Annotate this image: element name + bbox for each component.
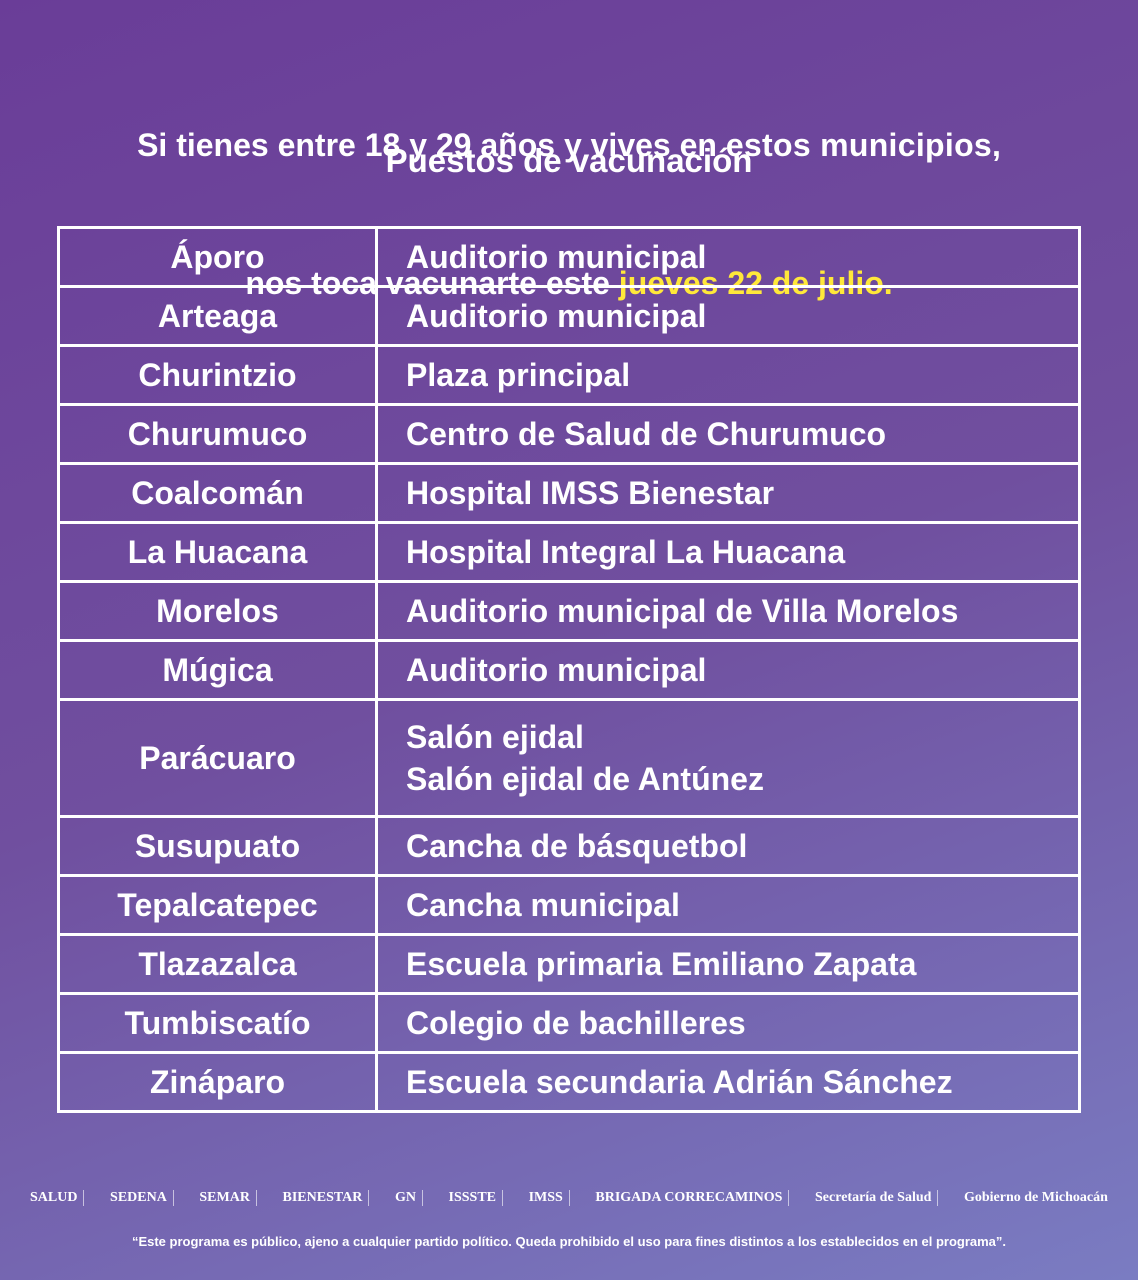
puestos: Escuela primaria Emiliano Zapata <box>375 933 1081 995</box>
puesto: Auditorio municipal de Villa Morelos <box>406 593 959 629</box>
municipio: Susupuato <box>57 815 378 877</box>
table-body: Áporo Auditorio municipal Arteaga Auditorio… <box>57 226 1081 1113</box>
logo: Gobierno de Michoacán <box>963 1190 1108 1205</box>
municipio: Áporo <box>57 226 378 288</box>
puesto: Salón ejidal de Antúnez <box>406 761 764 797</box>
municipio: Churumuco <box>57 403 378 465</box>
table-row: Múgica Auditorio municipal <box>57 639 1081 701</box>
puesto: Escuela secundaria Adrián Sánchez <box>406 1064 953 1100</box>
municipio: La Huacana <box>57 521 378 583</box>
emphasis: estos municipios <box>725 127 993 163</box>
table-row: Morelos Auditorio municipal de Villa More… <box>57 580 1081 642</box>
table-row: La Huacana Hospital Integral La Huacana <box>57 521 1081 583</box>
table-row: Arteaga Auditorio municipal <box>57 285 1081 347</box>
logo: IMSS <box>523 1190 570 1206</box>
table-row: Áporo Auditorio municipal <box>57 226 1081 288</box>
puesto: Hospital IMSS Bienestar <box>406 475 775 511</box>
logo: SALUD <box>24 1190 85 1206</box>
puestos: Auditorio municipal <box>375 285 1081 347</box>
logo: BIENESTAR <box>277 1190 370 1206</box>
municipio: Coalcomán <box>57 462 378 524</box>
puesto: Auditorio municipal <box>406 239 707 275</box>
puestos: Auditorio municipal <box>375 639 1081 701</box>
table-row: Susupuato Cancha de básquetbol <box>57 815 1081 877</box>
puestos: Colegio de bachilleres <box>375 992 1081 1054</box>
puesto: Cancha municipal <box>406 887 680 923</box>
puesto: Cancha de básquetbol <box>406 828 748 864</box>
text: Si tienes entre 18 y 29 años y vives en <box>137 127 726 163</box>
puesto: Auditorio municipal <box>406 298 707 334</box>
table-row: Zináparo Escuela secundaria Adrián Sánche… <box>57 1051 1081 1113</box>
municipio: Zináparo <box>57 1051 378 1113</box>
municipio: Tumbiscatío <box>57 992 378 1054</box>
puesto: Auditorio municipal <box>406 652 707 688</box>
logo: SEDENA <box>104 1190 174 1206</box>
disclaimer: “Este programa es público, ajeno a cualq… <box>131 1234 1007 1249</box>
logo: GN <box>389 1190 423 1206</box>
puestos: Plaza principal <box>375 344 1081 406</box>
logo: SEMAR <box>193 1190 257 1206</box>
puesto: Plaza principal <box>406 357 631 393</box>
municipio: Tepalcatepec <box>57 874 378 936</box>
puestos: Auditorio municipal <box>375 226 1081 288</box>
table-row: Parácuaro Salón ejidal Salón ejidal de Ant… <box>57 698 1081 818</box>
puesto: Colegio de bachilleres <box>406 1005 746 1041</box>
puesto: Escuela primaria Emiliano Zapata <box>406 946 917 982</box>
puestos: Cancha de básquetbol <box>375 815 1081 877</box>
subtitle: Puestos de vacunación <box>385 142 753 179</box>
municipio: Churintzio <box>57 344 378 406</box>
municipio: Morelos <box>57 580 378 642</box>
municipio: Arteaga <box>57 285 378 347</box>
municipio: Parácuaro <box>57 698 378 818</box>
table-row: Churumuco Centro de Salud de Churumuco <box>57 403 1081 465</box>
logos: SALUD SEDENA SEMAR BIENESTAR GN ISSSTE IMSS BRI… <box>24 1190 1114 1206</box>
puestos: Auditorio municipal de Villa Morelos <box>375 580 1081 642</box>
text: , <box>992 127 1001 163</box>
puestos: Escuela secundaria Adrián Sánchez <box>375 1051 1081 1113</box>
table-row: Churintzio Plaza principal <box>57 344 1081 406</box>
table-row: Tlazazalca Escuela primaria Emiliano Zapa… <box>57 933 1081 995</box>
puestos: Salón ejidal Salón ejidal de Antúnez <box>375 698 1081 818</box>
table: Áporo Auditorio municipal Arteaga Auditorio… <box>57 226 1081 1113</box>
puesto: Salón ejidal <box>406 719 584 755</box>
logo: Secretaría de Salud <box>809 1190 939 1206</box>
municipio: Tlazazalca <box>57 933 378 995</box>
table-row: Tumbiscatío Colegio de bachilleres <box>57 992 1081 1054</box>
municipio: Múgica <box>57 639 378 701</box>
puestos: Hospital Integral La Huacana <box>375 521 1081 583</box>
puesto: Centro de Salud de Churumuco <box>406 416 887 452</box>
puestos: Centro de Salud de Churumuco <box>375 403 1081 465</box>
table-row: Tepalcatepec Cancha municipal <box>57 874 1081 936</box>
table-row: Coalcomán Hospital IMSS Bienestar <box>57 462 1081 524</box>
logo: BRIGADA CORRECAMINOS <box>589 1190 790 1206</box>
logo: ISSSTE <box>443 1190 504 1206</box>
puesto: Hospital Integral La Huacana <box>406 534 846 570</box>
puestos: Cancha municipal <box>375 874 1081 936</box>
puestos: Hospital IMSS Bienestar <box>375 462 1081 524</box>
header-line: Si tienes entre 18 y 29 años y vives en … <box>0 122 1138 168</box>
